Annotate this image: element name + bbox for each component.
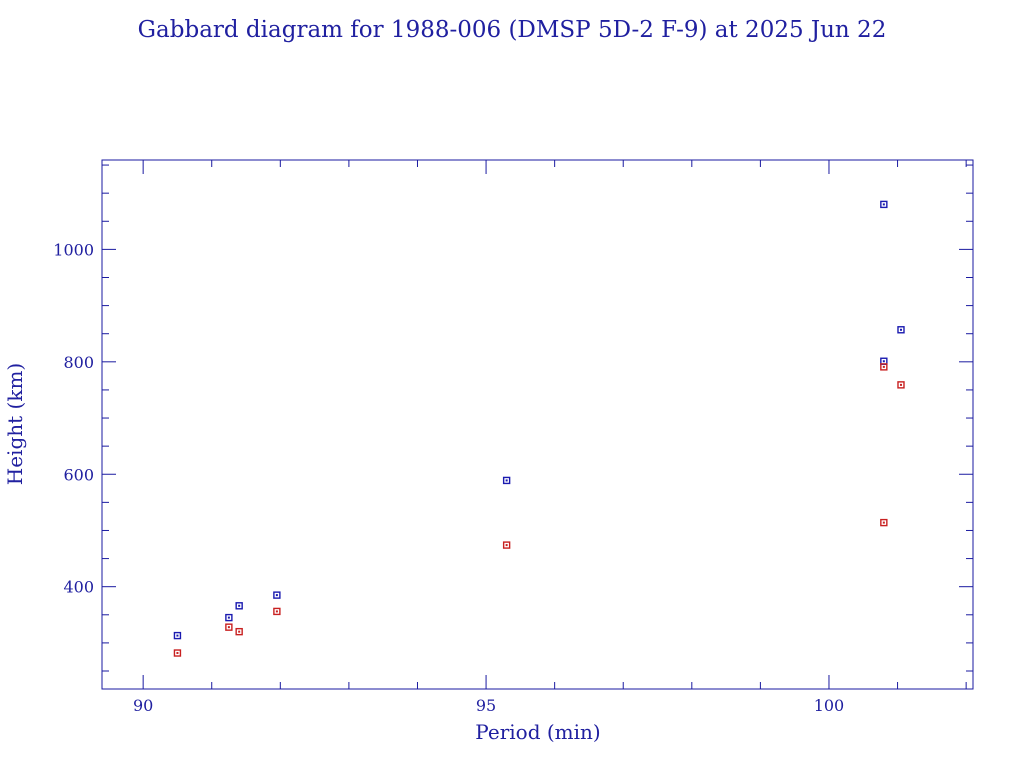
y-axis-ticks — [102, 164, 973, 672]
x-tick-label: 100 — [814, 696, 845, 715]
apogee-point-center — [505, 479, 508, 482]
apogee-point-center — [882, 360, 885, 363]
apogee-point-center — [176, 634, 179, 637]
x-tick-label: 90 — [133, 696, 153, 715]
perigee-point-center — [176, 652, 179, 655]
y-axis-label: Height (km) — [3, 363, 27, 485]
y-tick-label: 1000 — [53, 240, 94, 259]
perigee-point-center — [882, 365, 885, 368]
apogee-point-center — [238, 604, 241, 607]
perigee-point-center — [227, 626, 230, 629]
apogee-point — [173, 631, 182, 640]
x-tick-label: 95 — [476, 696, 496, 715]
y-tick-label: 400 — [63, 578, 94, 597]
perigee-point-center — [899, 383, 902, 386]
perigee-point-center — [882, 521, 885, 524]
apogee-point-center — [899, 328, 902, 331]
apogee-point-center — [227, 616, 230, 619]
perigee-point — [273, 607, 281, 616]
x-axis-ticks — [142, 160, 967, 689]
data-points — [173, 200, 905, 657]
perigee-point-center — [505, 544, 508, 547]
y-tick-label: 800 — [63, 353, 94, 372]
plot-frame — [101, 159, 974, 690]
y-axis-tick-labels: 400 600 800 1000 — [53, 240, 94, 596]
apogee-point — [235, 602, 243, 610]
x-axis-tick-labels: 90 95 100 — [133, 696, 844, 715]
chart-title: Gabbard diagram for 1988-006 (DMSP 5D-2 … — [138, 17, 887, 43]
apogee-point — [897, 326, 905, 334]
apogee-point — [502, 476, 511, 485]
apogee-point-center — [882, 203, 885, 206]
perigee-point — [235, 627, 243, 636]
apogee-point-center — [275, 594, 278, 597]
perigee-point — [897, 381, 905, 389]
y-tick-label: 600 — [63, 465, 94, 484]
apogee-point — [880, 200, 888, 209]
perigee-point — [502, 541, 511, 549]
perigee-point — [880, 518, 888, 527]
perigee-point-center — [275, 610, 278, 613]
perigee-point — [880, 363, 888, 371]
perigee-point — [173, 649, 182, 657]
apogee-point — [273, 591, 281, 599]
apogee-point — [225, 613, 233, 622]
perigee-point — [225, 623, 233, 631]
perigee-point-center — [238, 630, 241, 633]
x-axis-label: Period (min) — [475, 720, 600, 744]
